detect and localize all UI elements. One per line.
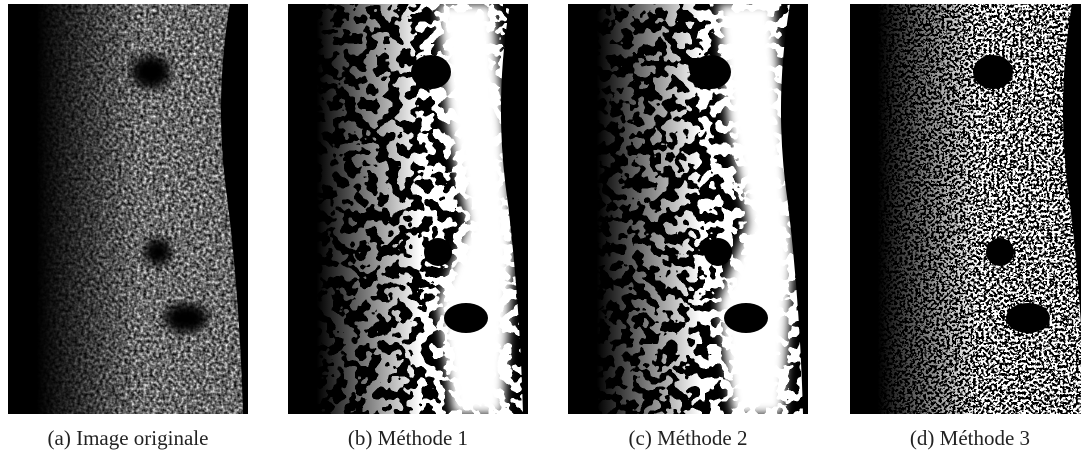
figure-image — [850, 4, 1081, 414]
dark-spot — [411, 55, 451, 89]
dark-spot — [131, 55, 171, 89]
figure-image — [8, 4, 268, 414]
dark-spot — [1006, 303, 1050, 333]
dark-spot — [691, 55, 731, 89]
dark-spot — [973, 55, 1013, 89]
dark-spot — [704, 238, 732, 266]
caption: (a) Image originale — [48, 426, 209, 450]
dark-spot — [164, 303, 208, 333]
figure: (a) Image originale (b) Méthode 1 (c) Méth… — [0, 0, 1081, 462]
caption: (b) Méthode 1 — [348, 426, 468, 450]
image-texture — [850, 4, 1081, 414]
figure-image — [568, 4, 828, 414]
dark-spot — [724, 303, 768, 333]
dark-spot — [144, 238, 172, 266]
figure-image — [288, 4, 548, 414]
dark-spot — [424, 238, 452, 266]
dark-spot — [444, 303, 488, 333]
caption: (d) Méthode 3 — [910, 426, 1030, 450]
image-texture — [8, 4, 248, 414]
dark-spot — [986, 238, 1014, 266]
caption: (c) Méthode 2 — [629, 426, 748, 450]
